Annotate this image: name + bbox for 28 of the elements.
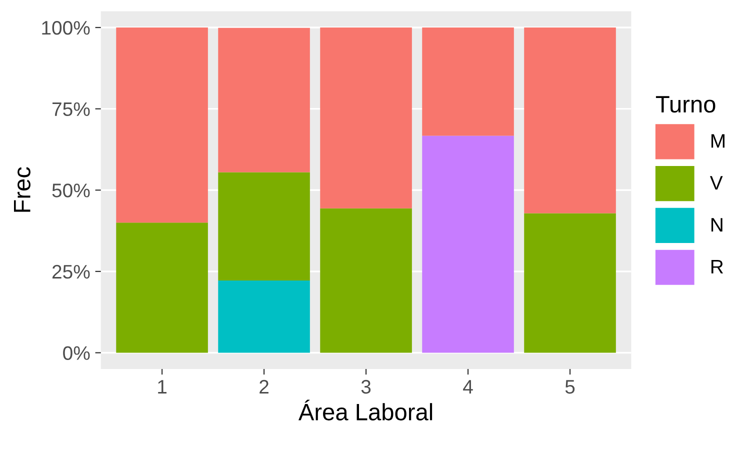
y-tick-label: 75% xyxy=(52,102,90,116)
bar xyxy=(116,28,208,223)
x-tick-label: 1 xyxy=(158,380,166,394)
bar xyxy=(422,28,514,136)
legend-title: Turno xyxy=(656,96,716,113)
x-tick-label: 2 xyxy=(260,380,268,394)
bar xyxy=(320,28,412,208)
legend-label: N xyxy=(711,218,722,232)
x-tick-label: 3 xyxy=(361,380,371,394)
bar xyxy=(422,136,514,353)
legend-label: V xyxy=(710,176,723,190)
x-tick-label: 4 xyxy=(463,380,473,394)
y-tick-label: 100% xyxy=(42,20,90,35)
y-tick-label: 25% xyxy=(52,264,90,279)
y-tick-label: 50% xyxy=(52,184,90,198)
bar xyxy=(218,28,310,172)
bar xyxy=(524,213,616,353)
legend-label: M xyxy=(711,134,724,148)
bar xyxy=(320,208,412,353)
x-axis-title: Área Laboral xyxy=(298,400,432,420)
bar xyxy=(524,28,616,214)
bar xyxy=(218,280,310,353)
y-tick-label: 0% xyxy=(63,346,90,360)
x-tick-label: 5 xyxy=(565,380,575,394)
y-axis-title: Frec xyxy=(14,167,30,212)
bar xyxy=(116,222,208,353)
bar xyxy=(218,172,310,281)
legend-label: R xyxy=(711,260,724,274)
